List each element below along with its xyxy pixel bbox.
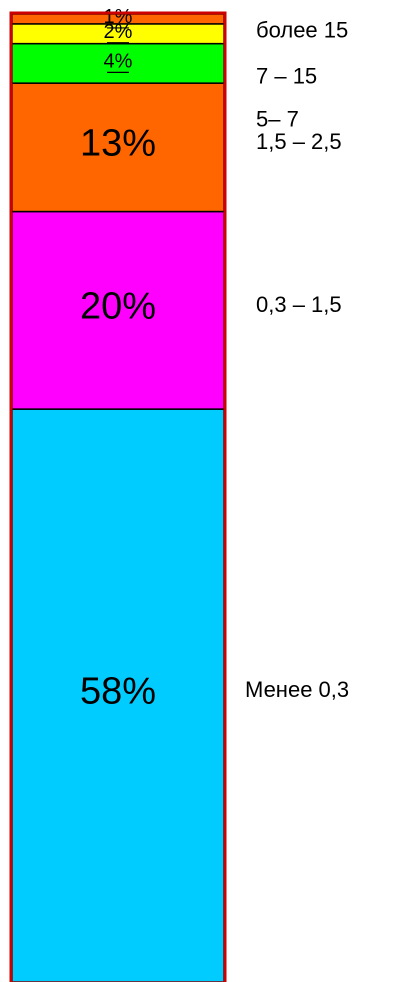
bar-segments bbox=[11, 13, 225, 982]
segment-value-label: 20% bbox=[80, 285, 156, 327]
category-label: Менее 0,3 bbox=[245, 677, 349, 702]
bar-segment bbox=[11, 408, 225, 982]
category-label: 0,3 – 1,5 bbox=[256, 292, 342, 317]
segment-value-label: 13% bbox=[80, 122, 156, 164]
segment-value-label: 4% bbox=[104, 50, 133, 72]
bar-segment bbox=[11, 82, 225, 213]
segment-value-label: 1% bbox=[104, 6, 133, 28]
category-label: 1,5 – 2,5 bbox=[256, 129, 342, 154]
bar-segment bbox=[11, 210, 225, 410]
segment-value-label: 58% bbox=[80, 671, 156, 713]
category-label: 5– 7 bbox=[256, 107, 299, 132]
category-labels: Менее 0,3 0,3 – 1,5 1,5 – 2,55– 7 7 – 15 бол… bbox=[245, 18, 349, 703]
bar-outline bbox=[9, 11, 227, 982]
category-label: 7 – 15 bbox=[256, 64, 317, 89]
category-label: более 15 bbox=[256, 18, 348, 43]
segment-value-labels: 58% 20% 13% 4% 2%1% bbox=[80, 6, 156, 713]
segment-value-label: 2% bbox=[104, 21, 133, 43]
